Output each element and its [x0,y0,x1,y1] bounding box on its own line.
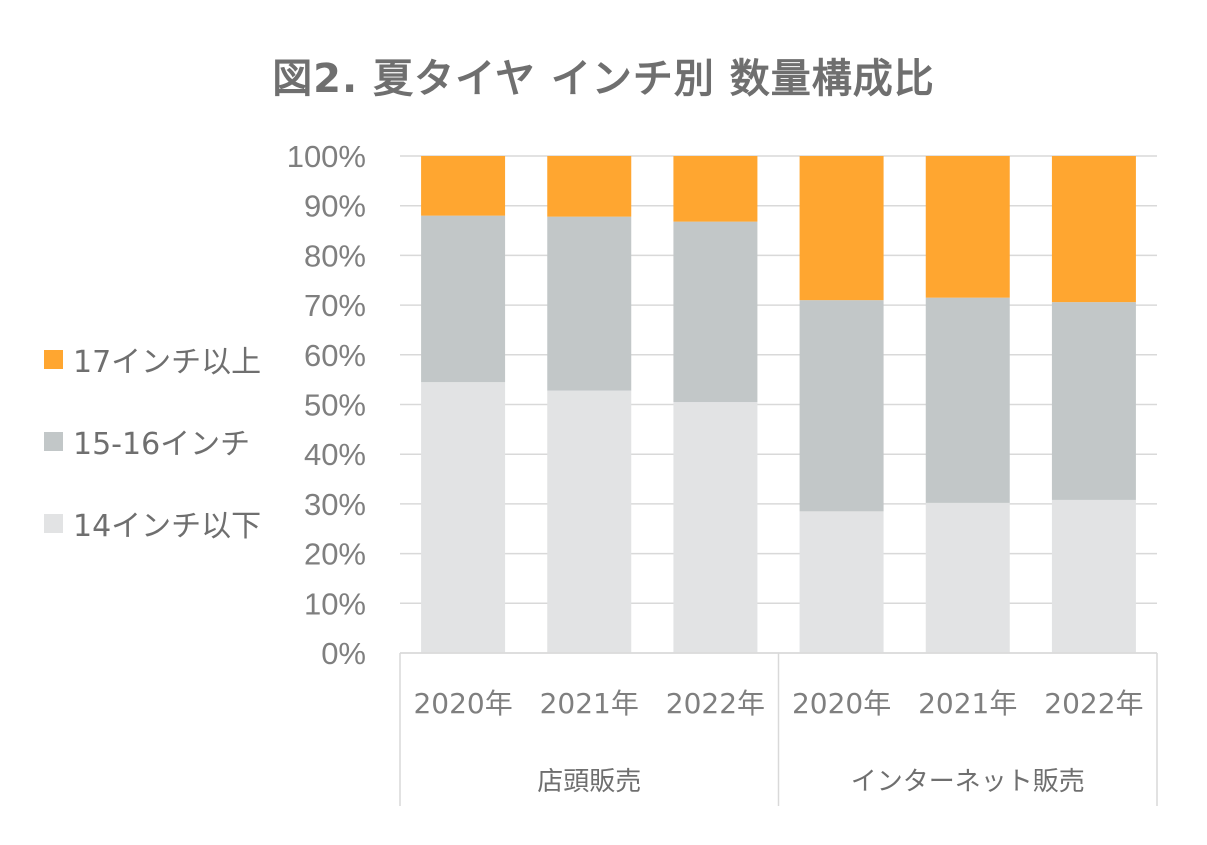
bar-segment-14minus [673,402,758,653]
legend-swatch-15-16 [44,431,63,451]
y-axis-tick-labels: 0% 10% 20% 30% 40% 50% 60% 70% 80% 90% 100% [287,139,366,671]
bar-segment-14minus [421,382,506,653]
y-tick-label: 100% [287,139,366,174]
bar-segment-17plus [799,156,884,301]
x-category-label: 2020年 [792,687,891,720]
y-tick-label: 40% [304,437,366,472]
x-group-label: インターネット販売 [851,767,1085,797]
bar-segment-17plus [673,156,758,222]
y-tick-label: 50% [304,388,366,423]
y-tick-label: 10% [304,586,366,621]
x-axis-group-labels: 店頭販売 インターネット販売 [537,767,1085,797]
bar-segment-14minus [547,390,632,653]
bar-segment-17plus [547,156,632,217]
legend-swatch-14minus [44,513,63,533]
x-category-label: 2022年 [666,687,765,720]
x-category-label: 2022年 [1044,687,1143,720]
legend-item: 17インチ以上 [44,318,261,400]
x-group-label: 店頭販売 [537,767,641,797]
legend-swatch-17plus [44,349,63,369]
bar-segment-15-16 [421,215,506,383]
bar-segment-15-16 [925,297,1010,503]
y-tick-label: 30% [304,487,366,522]
y-tick-label: 0% [321,636,366,671]
legend-item: 15-16インチ [44,400,261,482]
x-category-label: 2021年 [540,687,639,720]
legend-label: 14インチ以下 [73,509,262,544]
bar-segment-15-16 [799,300,884,512]
gridlines [400,155,1157,654]
y-tick-label: 90% [304,189,366,224]
x-category-label: 2020年 [413,687,512,720]
bar-segment-17plus [925,156,1010,298]
legend: 17インチ以上 15-16インチ 14インチ以下 [44,318,261,564]
x-category-label: 2021年 [918,687,1017,720]
legend-item: 14インチ以下 [44,482,261,564]
bar-segment-14minus [799,511,884,653]
bar-segment-15-16 [1051,302,1136,500]
y-tick-label: 70% [304,288,366,323]
x-axis-category-labels: 2020年 2021年 2022年 2020年 2021年 2022年 [413,687,1143,720]
bar-segment-14minus [925,502,1010,653]
chart-title: 図2. 夏タイヤ インチ別 数量構成比 [272,56,935,102]
bar-stacks [421,156,1136,653]
bar-segment-17plus [421,156,506,216]
bar-segment-15-16 [547,216,632,391]
x-axis [399,652,1158,806]
legend-label: 17インチ以上 [73,345,262,380]
legend-label: 15-16インチ [73,427,251,462]
bar-segment-15-16 [673,221,758,403]
y-tick-label: 80% [304,238,366,273]
bar-segment-17plus [1051,156,1136,303]
y-tick-label: 60% [304,338,366,373]
bar-segment-14minus [1051,499,1136,653]
y-tick-label: 20% [304,537,366,572]
